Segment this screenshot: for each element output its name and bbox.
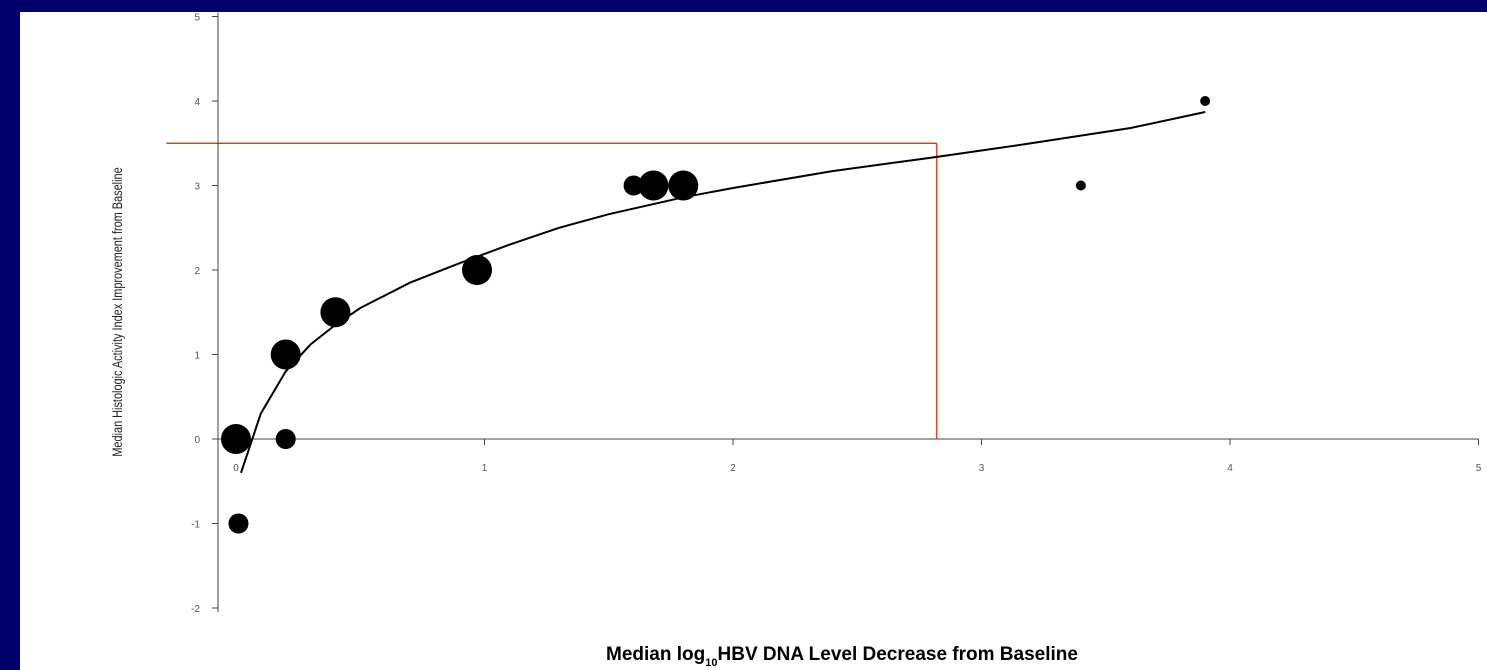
chart-panel: 5 4 3 2 1 0 -1 -2 0 1 2 3 4 5 Median Histologic Activ… — [20, 12, 1487, 670]
data-point — [275, 429, 296, 449]
data-point — [270, 339, 301, 370]
data-point — [638, 170, 669, 201]
fit-curve-group — [240, 111, 1206, 474]
reference-lines — [166, 142, 938, 439]
data-point — [668, 170, 699, 201]
axis-labels: Median Histologic Activity Index Improve… — [110, 167, 1078, 669]
axes: 5 4 3 2 1 0 -1 -2 0 1 2 3 4 5 — [191, 12, 1482, 615]
y-axis-label: Median Histologic Activity Index Improve… — [110, 167, 126, 456]
x-axis-label-post: HBV DNA Level Decrease from Baseline — [718, 644, 1078, 665]
data-point — [1075, 180, 1086, 191]
x-tick-label: 3 — [979, 463, 985, 474]
y-tick-label: 1 — [194, 351, 200, 362]
x-tick-label: 4 — [1227, 463, 1233, 474]
data-point — [1200, 96, 1211, 106]
data-point — [623, 175, 644, 196]
y-tick-label: -1 — [191, 520, 200, 531]
x-tick-label: 1 — [482, 463, 488, 474]
fit-curve — [240, 111, 1206, 474]
x-tick-label: 2 — [730, 463, 736, 474]
y-tick-label: 2 — [194, 266, 200, 277]
y-tick-label: -2 — [191, 604, 200, 615]
data-point — [228, 513, 249, 534]
x-axis-label-pre: Median log — [606, 644, 705, 665]
data-point — [462, 255, 493, 285]
x-axis-label-sub: 10 — [705, 657, 717, 669]
y-tick-label: 3 — [194, 182, 200, 193]
x-tick-label: 0 — [233, 463, 239, 474]
x-tick-label: 5 — [1476, 463, 1482, 474]
x-axis-label: Median log10HBV DNA Level Decrease from … — [606, 644, 1078, 669]
data-point — [320, 297, 351, 328]
y-tick-label: 4 — [194, 97, 200, 108]
data-points — [221, 96, 1211, 534]
data-point — [221, 424, 251, 454]
y-tick-label: 5 — [194, 13, 200, 24]
y-tick-label: 0 — [194, 435, 200, 446]
